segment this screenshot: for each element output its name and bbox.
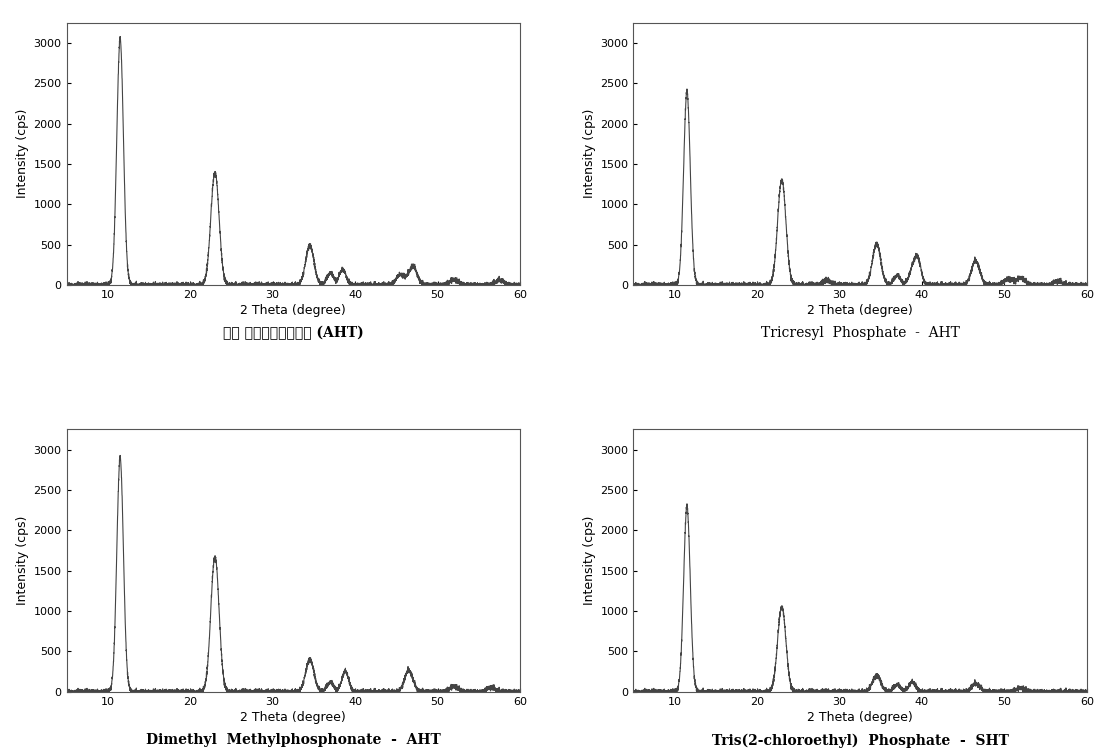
X-axis label: 2 Theta (degree): 2 Theta (degree) <box>241 304 346 317</box>
Y-axis label: Intensity (cps): Intensity (cps) <box>17 109 29 199</box>
Y-axis label: Intensity (cps): Intensity (cps) <box>583 109 597 199</box>
X-axis label: 2 Theta (degree): 2 Theta (degree) <box>807 711 913 724</box>
X-axis label: 2 Theta (degree): 2 Theta (degree) <box>807 304 913 317</box>
Text: Tris(2-chloroethyl)  Phosphate  -  SHT: Tris(2-chloroethyl) Phosphate - SHT <box>712 733 1008 747</box>
Text: Dimethyl  Methylphosphonate  -  AHT: Dimethyl Methylphosphonate - AHT <box>146 733 440 747</box>
Y-axis label: Intensity (cps): Intensity (cps) <box>583 516 597 605</box>
Text: Tricresyl  Phosphate  -  AHT: Tricresyl Phosphate - AHT <box>761 326 959 341</box>
X-axis label: 2 Theta (degree): 2 Theta (degree) <box>241 711 346 724</box>
Y-axis label: Intensity (cps): Intensity (cps) <box>17 516 29 605</box>
Text: 시중 하이드로탈사이트 (AHT): 시중 하이드로탈사이트 (AHT) <box>223 326 364 341</box>
